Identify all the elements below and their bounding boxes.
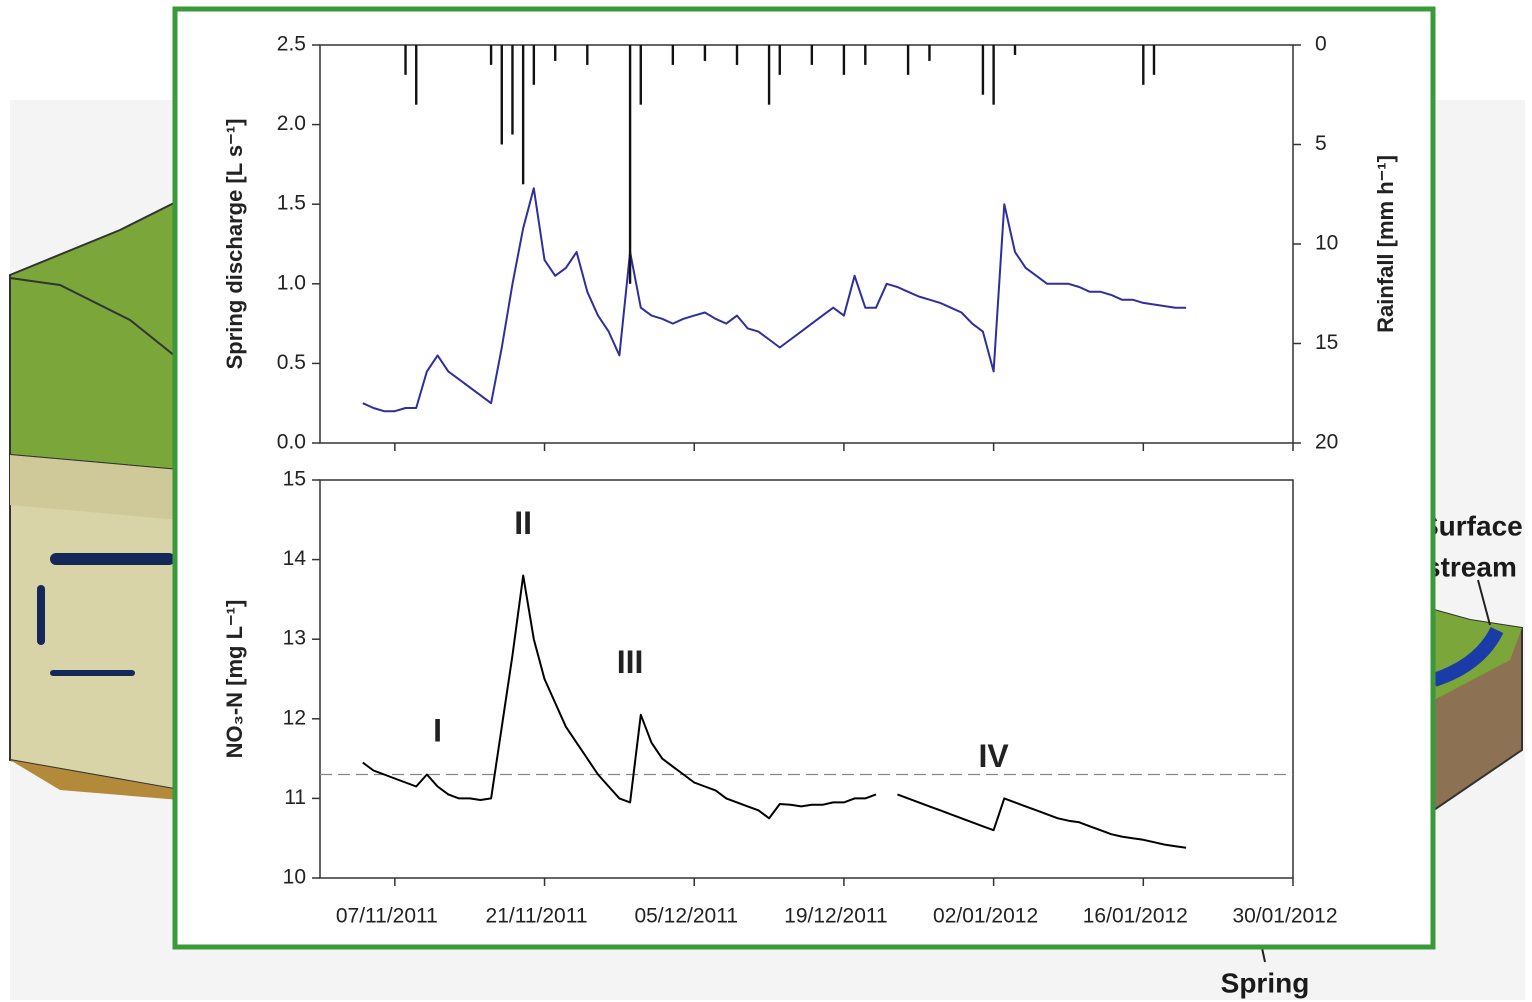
diagram-label: Surface: [1420, 510, 1523, 541]
y-tick-label: 13: [283, 627, 306, 650]
leader-line: [1477, 579, 1491, 626]
annotation: III: [617, 644, 644, 680]
rain-bar: [511, 45, 514, 135]
y2-tick-label: 10: [1315, 232, 1338, 255]
y-tick-label: 14: [283, 547, 307, 570]
rain-bar: [981, 45, 985, 95]
conduit: [50, 553, 175, 565]
plot-area: [319, 479, 1294, 879]
annotation: II: [514, 505, 532, 541]
rain-bar: [1142, 45, 1145, 85]
karst-layer-left: [10, 455, 180, 520]
data-line: [362, 574, 877, 820]
annotation: IV: [978, 738, 1009, 774]
y2-tick-label: 5: [1315, 132, 1327, 155]
diagram-label: Spring: [1221, 967, 1310, 998]
rain-bar: [404, 45, 407, 75]
y-tick-label: 0.5: [277, 351, 306, 374]
rain-bar: [778, 45, 781, 75]
x-tick-label: 02/01/2012: [933, 905, 1038, 928]
rain-bar: [639, 45, 642, 105]
rain-bar: [703, 45, 707, 61]
x-tick-label: 21/11/2011: [486, 905, 588, 928]
rain-bar: [532, 45, 536, 85]
conduit: [50, 670, 135, 676]
y2-tick-label: 15: [1315, 331, 1338, 354]
y-tick-label: 15: [283, 468, 306, 491]
rain-bar: [415, 45, 418, 105]
y-tick-label: 0.0: [277, 431, 306, 454]
leader-line: [1261, 947, 1266, 963]
data-line: [897, 793, 1187, 849]
plots: 0.0 0.5 1.0 1.5 2.0 2.5 0 5 10 15 20 Spring dischar…: [222, 33, 1398, 928]
y-tick-label: 2.0: [277, 112, 306, 135]
rain-bar: [735, 45, 739, 65]
y2-tick-label: 20: [1315, 431, 1338, 454]
rain-bar: [992, 45, 995, 105]
rain-bar: [628, 45, 632, 284]
y2-tick-label: 0: [1315, 33, 1327, 56]
rain-bar: [521, 45, 525, 185]
rain-bar: [489, 45, 493, 65]
x-tick-label: 05/12/2011: [634, 905, 738, 928]
rain-bar: [767, 45, 771, 105]
y-axis-label: NO₃-N [mg L⁻¹]: [222, 600, 247, 759]
diagram-label: stream: [1425, 551, 1517, 582]
rain-bar: [586, 45, 589, 65]
y2-axis-label: Rainfall [mm h⁻¹]: [1373, 155, 1398, 333]
fracture: [37, 585, 45, 645]
rain-bar: [810, 45, 814, 65]
rain-bar: [671, 45, 675, 65]
rain-bar: [928, 45, 931, 61]
y-tick-label: 12: [283, 706, 306, 729]
rain-bar: [864, 45, 867, 65]
data-line: [362, 187, 1187, 413]
x-tick-label: 16/01/2012: [1083, 905, 1188, 928]
y-tick-label: 1.5: [277, 192, 306, 215]
x-tick-label: 30/01/2012: [1232, 905, 1337, 928]
x-tick-label: 19/12/2011: [784, 905, 888, 928]
surface-stream: [1431, 626, 1504, 687]
rain-bar: [906, 45, 910, 75]
x-tick-label: 07/11/2011: [336, 905, 438, 928]
rain-bar: [1152, 45, 1156, 75]
y-tick-label: 2.5: [277, 33, 306, 56]
rain-bar: [554, 45, 557, 61]
y-tick-label: 1.0: [277, 271, 306, 294]
rain-bar: [500, 45, 503, 145]
y-tick-label: 11: [284, 786, 306, 809]
terrain-ridge: [9, 277, 181, 361]
y-tick-label: 10: [283, 866, 306, 889]
chart-frame: [172, 6, 1436, 950]
base-layer-left: [10, 760, 180, 800]
rain-bar: [1013, 45, 1017, 55]
rain-bar: [842, 45, 846, 75]
annotation: I: [433, 713, 442, 749]
y-axis-label: Spring discharge [L s⁻¹]: [222, 119, 247, 370]
